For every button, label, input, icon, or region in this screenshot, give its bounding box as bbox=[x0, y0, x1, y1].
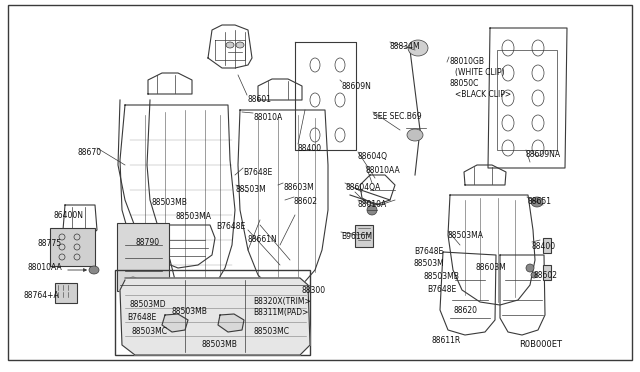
Polygon shape bbox=[488, 28, 567, 168]
Text: B7648E: B7648E bbox=[216, 222, 245, 231]
Text: 88503MB: 88503MB bbox=[171, 307, 207, 316]
Text: 88503MA: 88503MA bbox=[176, 212, 212, 221]
Text: (WHITE CLIP): (WHITE CLIP) bbox=[455, 68, 504, 77]
Text: 88503MC: 88503MC bbox=[132, 327, 168, 336]
Text: 88620: 88620 bbox=[453, 306, 477, 315]
Text: 88609NA: 88609NA bbox=[526, 150, 561, 159]
Text: 88609N: 88609N bbox=[342, 82, 372, 91]
Text: 88611R: 88611R bbox=[432, 336, 461, 345]
Text: 88503M: 88503M bbox=[414, 259, 445, 268]
Bar bbox=[115, 270, 310, 355]
Text: 88503MC: 88503MC bbox=[254, 327, 290, 336]
Text: B7648E: B7648E bbox=[414, 247, 444, 256]
Ellipse shape bbox=[367, 205, 377, 215]
Polygon shape bbox=[63, 205, 97, 238]
Text: 88503MB: 88503MB bbox=[202, 340, 238, 349]
Bar bbox=[543, 265, 551, 280]
Bar bbox=[355, 225, 373, 247]
Text: 88604QA: 88604QA bbox=[345, 183, 380, 192]
Text: 88503MA: 88503MA bbox=[448, 231, 484, 240]
Polygon shape bbox=[120, 105, 235, 292]
Text: 88604Q: 88604Q bbox=[358, 152, 388, 161]
Text: 88010AA: 88010AA bbox=[366, 166, 401, 175]
Bar bbox=[543, 238, 551, 253]
Text: 88010GB: 88010GB bbox=[449, 57, 484, 66]
Polygon shape bbox=[295, 42, 356, 150]
Ellipse shape bbox=[526, 264, 534, 272]
Text: B7648E: B7648E bbox=[127, 313, 156, 322]
Text: 88775: 88775 bbox=[38, 239, 62, 248]
Text: 88010A: 88010A bbox=[358, 200, 387, 209]
Polygon shape bbox=[360, 175, 395, 205]
Polygon shape bbox=[148, 73, 192, 94]
Text: <BLACK CLIP>: <BLACK CLIP> bbox=[455, 90, 511, 99]
Text: 88602: 88602 bbox=[294, 197, 318, 206]
Text: 88503MB: 88503MB bbox=[424, 272, 460, 281]
Text: B8320X(TRIM>: B8320X(TRIM> bbox=[253, 297, 311, 306]
Polygon shape bbox=[448, 195, 535, 305]
Text: B8311M(PAD>: B8311M(PAD> bbox=[253, 308, 308, 317]
Polygon shape bbox=[162, 314, 188, 332]
Polygon shape bbox=[440, 252, 496, 335]
Text: 88400: 88400 bbox=[298, 144, 322, 153]
Ellipse shape bbox=[531, 197, 543, 207]
Text: 88603M: 88603M bbox=[475, 263, 506, 272]
Bar bbox=[50, 228, 95, 266]
Polygon shape bbox=[238, 110, 328, 290]
Polygon shape bbox=[120, 278, 310, 355]
Text: 86400N: 86400N bbox=[53, 211, 83, 220]
Text: 88010AA: 88010AA bbox=[28, 263, 63, 272]
Text: 88503MD: 88503MD bbox=[129, 300, 166, 309]
Text: B9616M: B9616M bbox=[341, 232, 372, 241]
Ellipse shape bbox=[89, 266, 99, 274]
Bar bbox=[497, 50, 557, 150]
Text: B7648E: B7648E bbox=[427, 285, 456, 294]
Text: 88834M: 88834M bbox=[390, 42, 420, 51]
Ellipse shape bbox=[407, 129, 423, 141]
Text: 88790: 88790 bbox=[135, 238, 159, 247]
Polygon shape bbox=[258, 79, 302, 100]
Text: SEE SEC.B69: SEE SEC.B69 bbox=[373, 112, 422, 121]
Polygon shape bbox=[500, 255, 545, 335]
Ellipse shape bbox=[236, 42, 244, 48]
Text: 88400: 88400 bbox=[532, 242, 556, 251]
Text: 88601: 88601 bbox=[247, 95, 271, 104]
Polygon shape bbox=[208, 25, 252, 68]
Ellipse shape bbox=[531, 272, 537, 278]
Text: 88602: 88602 bbox=[534, 271, 558, 280]
Text: B7648E: B7648E bbox=[243, 168, 272, 177]
Bar bbox=[117, 223, 169, 291]
Text: 88603M: 88603M bbox=[283, 183, 314, 192]
Text: 88010A: 88010A bbox=[253, 113, 282, 122]
Text: 88764+A: 88764+A bbox=[23, 291, 59, 300]
Text: 88670: 88670 bbox=[77, 148, 101, 157]
Text: R0B000ET: R0B000ET bbox=[519, 340, 562, 349]
Polygon shape bbox=[464, 165, 506, 185]
Ellipse shape bbox=[226, 42, 234, 48]
Text: 88300: 88300 bbox=[302, 286, 326, 295]
Text: 88651: 88651 bbox=[527, 197, 551, 206]
Bar bbox=[55, 283, 77, 303]
Ellipse shape bbox=[408, 40, 428, 56]
Text: 88503MB: 88503MB bbox=[151, 198, 187, 207]
Text: 88050C: 88050C bbox=[449, 79, 478, 88]
Text: 88503M: 88503M bbox=[236, 185, 267, 194]
Polygon shape bbox=[118, 100, 175, 295]
Polygon shape bbox=[152, 225, 215, 268]
Text: 88661N: 88661N bbox=[247, 235, 276, 244]
Polygon shape bbox=[218, 314, 244, 332]
